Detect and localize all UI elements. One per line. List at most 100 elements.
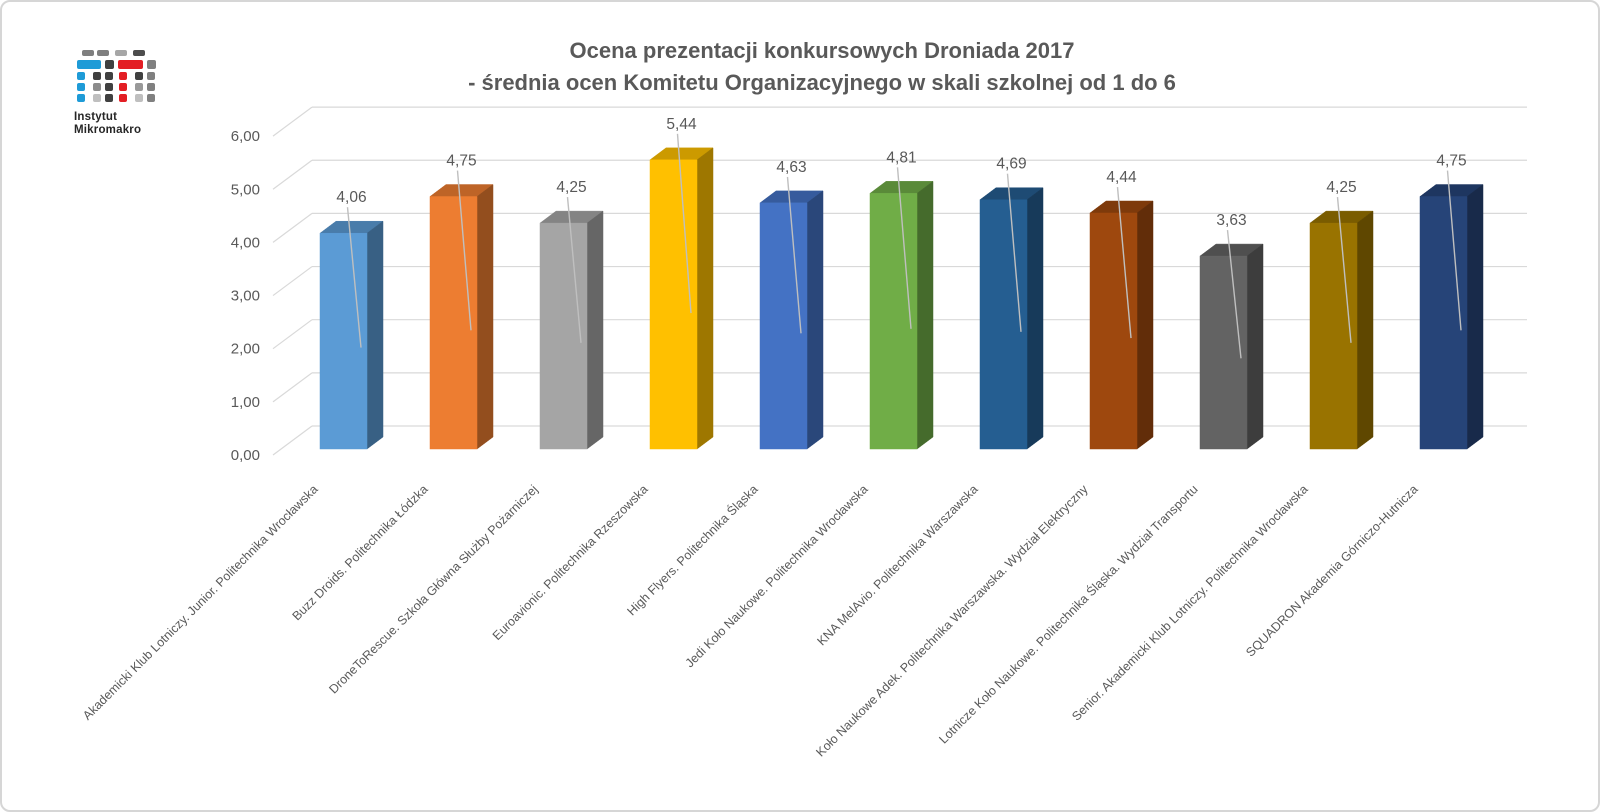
bar-value-label: 4,81: [886, 149, 916, 166]
bar-6: [979, 187, 1044, 450]
data-label-leader-line: [1336, 197, 1352, 343]
logo-block: [82, 50, 94, 56]
logo-block: [118, 60, 143, 69]
gridline-depth-tick: [272, 266, 313, 297]
instytut-mikromakro-logo: Instytut Mikromakro: [74, 46, 194, 137]
bar-front-face: [1309, 222, 1358, 450]
data-label-leader-line: [786, 176, 802, 334]
bars: [319, 147, 1484, 450]
logo-block: [77, 94, 85, 102]
bar-10: [1419, 184, 1484, 450]
data-label-leader-line: [896, 167, 912, 329]
x-axis-category-label: Lotnicze Koło Naukowe. Politechnika Śląs…: [936, 481, 1201, 746]
y-axis-tick-label: 3,00: [231, 288, 260, 305]
logo-text-line2: Mikromakro: [74, 124, 142, 136]
data-label-leader-line: [1116, 186, 1132, 339]
logo-block: [77, 83, 85, 91]
data-label-leader-line: [456, 170, 472, 331]
y-axis-tick-label: 2,00: [231, 341, 260, 358]
bar-side-face: [1136, 200, 1154, 450]
bar-value-label: 4,63: [776, 159, 806, 176]
logo-block: [115, 50, 127, 56]
bar-2: [539, 210, 604, 450]
logo-block: [135, 72, 143, 80]
logo-block: [105, 94, 113, 102]
x-axis-category-label: Jedi Koło Naukowe. Politechnika Wrocławs…: [683, 482, 871, 670]
bar-front-face: [1419, 196, 1468, 450]
bar-value-label: 4,06: [336, 189, 366, 206]
bar-value-label: 4,25: [1326, 179, 1356, 196]
data-label-leader-line: [566, 197, 582, 343]
x-axis-category-label: Akademicki Klub Lotniczy. Junior. Polite…: [80, 482, 320, 722]
chart-title: Ocena prezentacji konkursowych Droniada …: [2, 35, 1598, 99]
bar-front-face: [429, 196, 478, 450]
logo-block: [77, 60, 101, 69]
x-axis-labels: Akademicki Klub Lotniczy. Junior. Polite…: [80, 481, 1421, 759]
y-axis-tick-label: 5,00: [231, 181, 260, 198]
bar-0: [319, 220, 384, 450]
data-label-leader-line: [1446, 170, 1462, 331]
gridline-depth-tick: [272, 319, 313, 350]
logo-block: [119, 94, 127, 102]
x-axis-category-label: SQUADRON Akademia Górniczo-Hutnicza: [1243, 482, 1420, 659]
bar-front-face: [319, 232, 368, 450]
logo-block: [77, 72, 85, 80]
data-label-leader-line: [1006, 173, 1022, 332]
bar-side-face: [1356, 210, 1374, 450]
chart-title-line1: Ocena prezentacji konkursowych Droniada …: [569, 38, 1075, 63]
logo-block: [133, 50, 145, 56]
bar-side-face: [366, 220, 384, 450]
logo-block: [119, 83, 127, 91]
logo-block: [97, 50, 109, 56]
bar-side-face: [1466, 184, 1484, 450]
gridline-depth-tick: [272, 372, 313, 403]
bar-front-face: [539, 222, 588, 450]
bar-front-face: [759, 202, 808, 450]
x-axis-category-label: DroneToRescue. Szkoła Główna Służby Poża…: [326, 482, 540, 696]
bar-side-face: [916, 180, 934, 450]
bar-value-label: 3,63: [1216, 212, 1246, 229]
bar-value-label: 4,69: [996, 156, 1026, 173]
bar-side-face: [476, 184, 494, 450]
bar-value-label: 4,75: [1436, 153, 1466, 170]
y-axis-tick-label: 1,00: [231, 394, 260, 411]
bar-side-face: [806, 190, 824, 450]
bar-1: [429, 184, 494, 450]
bar-front-face: [1199, 255, 1248, 450]
gridline-depth-tick: [272, 212, 313, 243]
bar-side-face: [696, 147, 714, 450]
data-label-leader-line: [1226, 229, 1242, 359]
logo-block: [93, 94, 101, 102]
logo-block: [105, 83, 113, 91]
bar-value-label: 4,25: [556, 179, 586, 196]
x-axis-category-label: Koło Naukowe Adek. Politechnika Warszaws…: [813, 482, 1091, 760]
bar-front-face: [1089, 212, 1138, 450]
bar-front-face: [869, 193, 918, 450]
logo-text: Instytut Mikromakro: [74, 111, 194, 137]
bar-value-label: 4,44: [1106, 169, 1137, 186]
gridline-depth-tick: [272, 425, 313, 456]
gridline-depth-tick: [272, 159, 313, 190]
data-label-leader-line: [346, 207, 362, 348]
logo-block: [105, 60, 114, 69]
bar-3: [649, 147, 714, 450]
logo-block: [93, 72, 101, 80]
data-labels: 4,06 4,75 4,25 5,44 4,63 4,81 4,69 4,44 3,63 4,25…: [336, 116, 1467, 359]
gridline-depth-tick: [272, 106, 313, 137]
logo-text-line1: Instytut: [74, 111, 118, 123]
bar-9: [1309, 210, 1374, 450]
bar-4: [759, 190, 824, 450]
logo-block: [93, 83, 101, 91]
logo-mosaic-icon: [74, 46, 160, 104]
logo-block: [105, 72, 113, 80]
logo-block: [147, 72, 155, 80]
logo-block: [147, 94, 155, 102]
y-axis-tick-label: 6,00: [231, 128, 260, 145]
bar-5: [869, 180, 934, 450]
y-axis-tick-label: 4,00: [231, 234, 260, 251]
bar-side-face: [1026, 187, 1044, 450]
y-axis-tick-label: 0,00: [231, 447, 260, 464]
bar-value-label: 5,44: [666, 116, 697, 133]
